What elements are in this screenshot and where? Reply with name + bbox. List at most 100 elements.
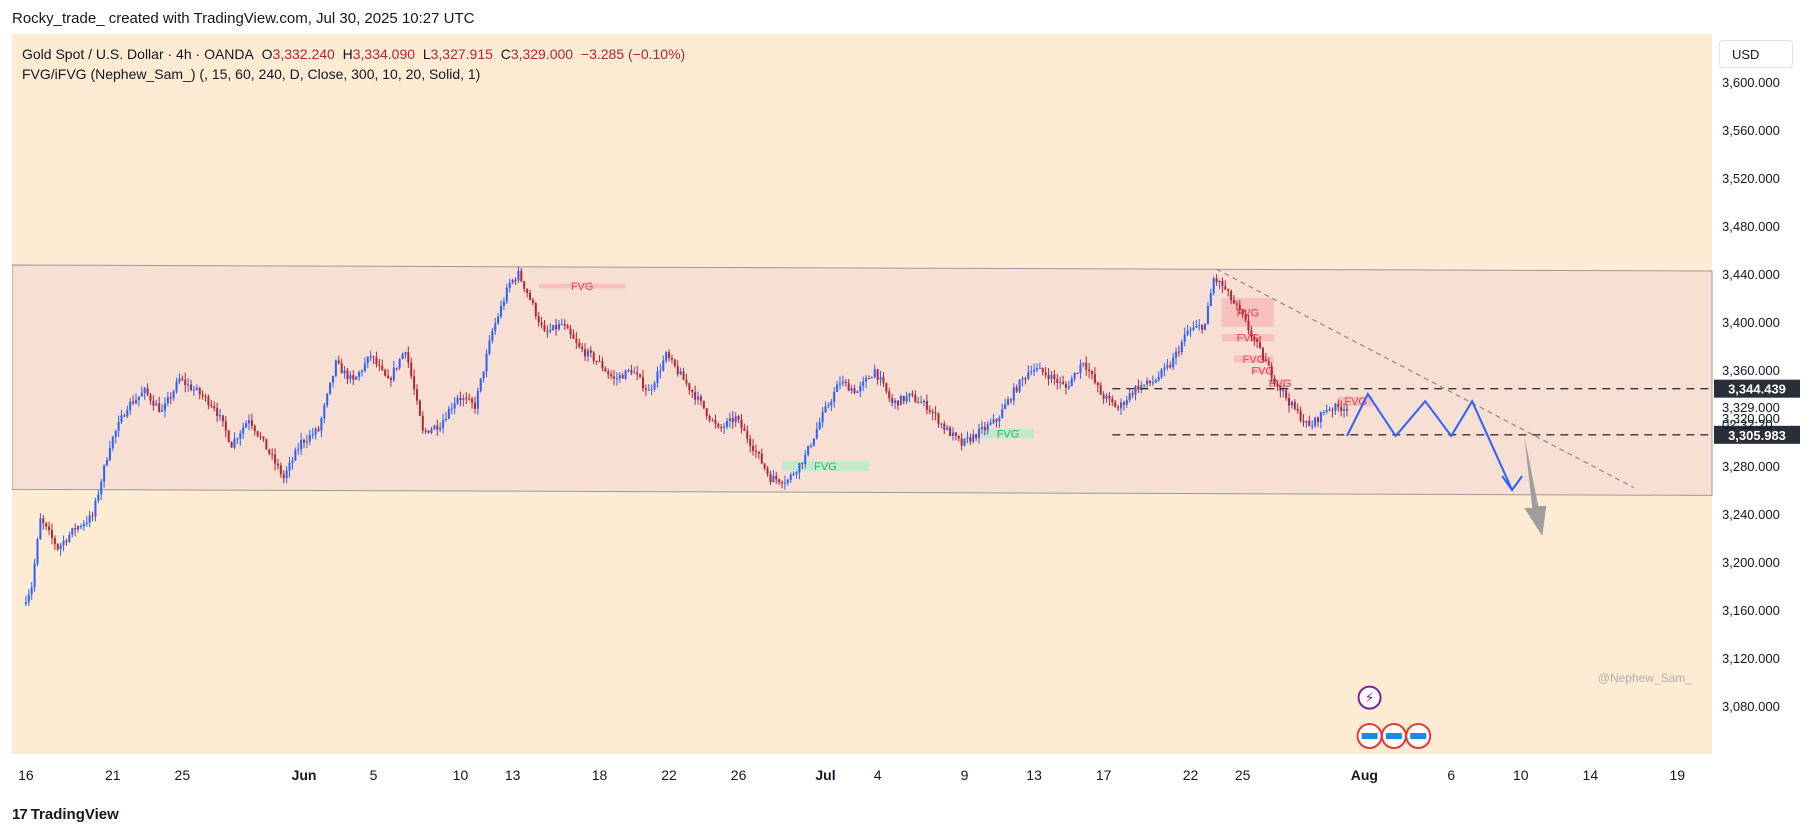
candle-body xyxy=(1024,378,1027,380)
candle-body xyxy=(853,388,856,393)
candle-body xyxy=(908,393,911,397)
candle-body xyxy=(106,459,109,466)
candle-body xyxy=(447,409,450,419)
x-tick-label: 19 xyxy=(1669,767,1685,783)
candle-body xyxy=(1134,385,1137,395)
candle-body xyxy=(595,360,598,362)
indicator-line[interactable]: FVG/iFVG (Nephew_Sam_) (, 15, 60, 240, D… xyxy=(22,66,481,82)
price-chart[interactable]: 3,080.000 3,120.000 3,160.000 3,200.000 3,24… xyxy=(12,34,1802,794)
candle-body xyxy=(786,479,789,483)
candle-body xyxy=(326,393,329,406)
y-tick-label: 3,560.000 xyxy=(1722,123,1780,138)
candle-body xyxy=(928,409,931,412)
candle-body xyxy=(343,370,346,374)
candle-body xyxy=(1221,280,1224,287)
footer-brand[interactable]: 17 TradingView xyxy=(12,806,119,823)
candle-body xyxy=(1073,372,1076,379)
candle-body xyxy=(1012,387,1015,401)
candle-body xyxy=(224,421,227,431)
range-zone xyxy=(12,264,1713,496)
candle-body xyxy=(1088,369,1091,372)
candle-body xyxy=(39,518,42,540)
candle-body xyxy=(914,394,917,403)
candle-body xyxy=(245,423,248,428)
candle-body xyxy=(401,354,404,360)
candle-body xyxy=(358,372,361,377)
candle-body xyxy=(250,420,253,426)
candle-body xyxy=(149,394,152,401)
fvg-zone-bull xyxy=(981,428,1035,439)
candle-body xyxy=(1125,400,1128,405)
candle-body xyxy=(192,389,195,391)
candle-body xyxy=(1247,320,1250,331)
candle-body xyxy=(143,388,146,393)
candle-body xyxy=(867,377,870,379)
candle-body xyxy=(352,375,355,380)
candle-body xyxy=(236,438,239,440)
candle-body xyxy=(146,388,149,395)
candle-body xyxy=(917,402,920,404)
us-flag-icon xyxy=(1410,733,1427,739)
candle-body xyxy=(114,430,117,437)
chart-area[interactable]: 3,080.000 3,120.000 3,160.000 3,200.000 3,24… xyxy=(12,34,1802,794)
candle-body xyxy=(505,287,508,302)
fvg-zone-bear xyxy=(1233,355,1274,363)
candle-body xyxy=(949,427,952,436)
candle-body xyxy=(694,392,697,400)
candle-body xyxy=(1108,395,1111,399)
candle-body xyxy=(685,379,688,384)
candle-body xyxy=(705,408,708,416)
candle-body xyxy=(1311,425,1314,427)
candle-body xyxy=(972,434,975,442)
candle-body xyxy=(45,523,48,527)
candle-body xyxy=(633,372,636,374)
candle-body xyxy=(117,421,120,431)
candle-body xyxy=(256,431,259,436)
candle-body xyxy=(218,415,222,417)
candle-body xyxy=(395,367,398,369)
candle-body xyxy=(161,410,164,412)
x-tick-label: 14 xyxy=(1583,767,1599,783)
candle-body xyxy=(62,540,65,546)
candle-body xyxy=(946,427,949,430)
candle-body xyxy=(653,383,656,389)
candle-body xyxy=(882,377,885,384)
candle-body xyxy=(1021,378,1024,380)
candle-body xyxy=(610,374,613,377)
x-tick-label: Jun xyxy=(292,767,317,783)
currency-button[interactable]: USD xyxy=(1719,40,1793,68)
candle-body xyxy=(520,270,523,282)
candle-body xyxy=(511,279,514,283)
close-key: C xyxy=(500,46,511,62)
candle-body xyxy=(1293,401,1296,409)
candle-body xyxy=(1270,365,1273,378)
candle-body xyxy=(300,440,303,450)
candle-body xyxy=(1027,372,1030,379)
candle-body xyxy=(68,534,71,542)
candle-body xyxy=(262,436,265,439)
candle-body xyxy=(268,449,271,454)
candle-body xyxy=(482,371,485,379)
y-tick-label: 3,120.000 xyxy=(1722,651,1780,666)
candle-body xyxy=(1091,371,1094,375)
candle-body xyxy=(691,390,694,393)
candle-body xyxy=(546,330,549,332)
candle-body xyxy=(1276,383,1279,386)
candle-body xyxy=(731,418,734,423)
candle-body xyxy=(1004,404,1007,410)
candle-body xyxy=(1325,410,1328,412)
y-tick-label: 3,200.000 xyxy=(1722,555,1780,570)
candle-body xyxy=(1328,409,1331,411)
candle-body xyxy=(783,482,786,484)
candle-body xyxy=(1337,403,1340,408)
candle-body xyxy=(569,328,572,335)
candle-body xyxy=(627,370,630,372)
candle-body xyxy=(757,451,760,454)
candle-body xyxy=(804,454,807,464)
y-tick-label: 3,160.000 xyxy=(1722,603,1780,618)
candle-body xyxy=(190,384,193,391)
candle-body xyxy=(766,468,769,474)
candle-body xyxy=(476,390,479,409)
projection-arrowhead xyxy=(1501,475,1523,492)
candle-body xyxy=(166,397,169,404)
